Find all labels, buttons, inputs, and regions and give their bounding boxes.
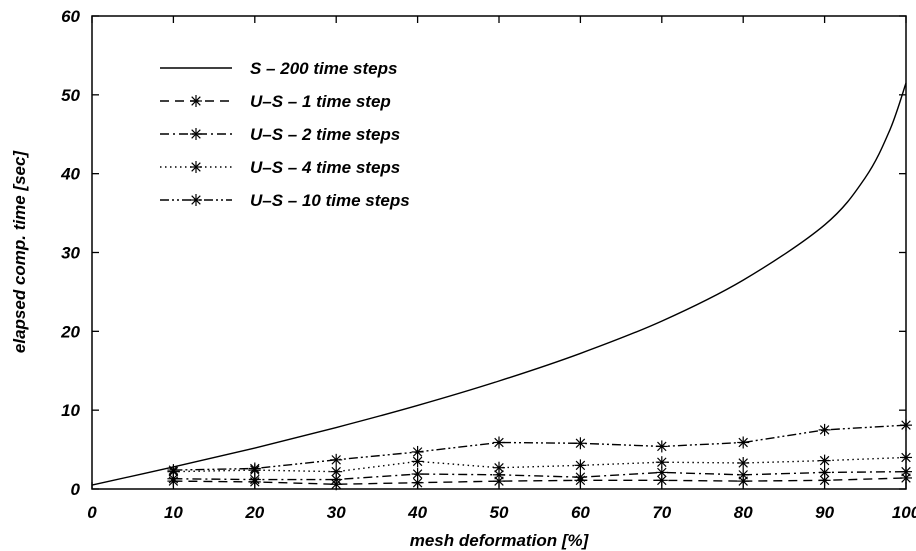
- x-tick-label: 80: [734, 503, 753, 522]
- legend-label: U–S – 4 time steps: [250, 158, 400, 177]
- x-tick-label: 60: [571, 503, 590, 522]
- star-marker: [574, 471, 587, 484]
- star-marker: [411, 445, 424, 458]
- star-marker: [167, 472, 180, 485]
- legend-item: S – 200 time steps: [160, 59, 397, 78]
- x-tick-label: 50: [490, 503, 509, 522]
- x-tick-label: 40: [407, 503, 427, 522]
- y-tick-label: 0: [71, 480, 81, 499]
- star-marker: [248, 462, 261, 475]
- x-tick-label: 70: [652, 503, 671, 522]
- x-tick-label: 0: [87, 503, 97, 522]
- star-marker: [818, 466, 831, 479]
- star-marker: [190, 128, 202, 140]
- x-tick-label: 30: [327, 503, 346, 522]
- plot-area-frame: [91, 15, 907, 490]
- legend-label: U–S – 1 time step: [250, 92, 391, 111]
- y-tick-label: 20: [60, 322, 80, 341]
- y-tick-label: 60: [61, 7, 80, 26]
- series-line: [173, 456, 907, 473]
- star-marker: [190, 194, 202, 206]
- series-1: [91, 82, 907, 486]
- y-tick-label: 30: [61, 244, 80, 263]
- y-tick-label: 10: [61, 401, 80, 420]
- star-marker: [493, 436, 505, 449]
- legend-item: U–S – 1 time step: [160, 92, 391, 111]
- axis-tick-labels: 0 10 20 30 40 50 60 70 80 90 100 0 10 20 30 40 50 60: [60, 7, 916, 522]
- x-tick-label: 10: [164, 503, 183, 522]
- star-marker: [330, 453, 343, 466]
- y-axis-label: elapsed comp. time [sec]: [10, 150, 29, 354]
- x-axis-label: mesh deformation [%]: [410, 531, 590, 550]
- star-marker: [655, 440, 668, 453]
- star-marker: [737, 456, 750, 469]
- axis-ticks: [91, 15, 907, 490]
- star-marker: [167, 464, 180, 477]
- y-tick-label: 40: [60, 165, 80, 184]
- series-line: [91, 82, 907, 486]
- star-marker: [900, 419, 912, 432]
- star-marker: [190, 95, 202, 107]
- star-marker: [493, 461, 505, 474]
- series-5: [167, 419, 912, 477]
- x-tick-label: 100: [892, 503, 916, 522]
- x-tick-label: 20: [244, 503, 264, 522]
- star-marker: [737, 436, 750, 449]
- y-tick-label: 50: [61, 86, 80, 105]
- star-marker: [655, 466, 668, 479]
- x-tick-label: 90: [815, 503, 834, 522]
- star-marker: [574, 459, 587, 472]
- legend-item: U–S – 4 time steps: [160, 158, 400, 177]
- series-line: [173, 424, 907, 471]
- series-line: [173, 477, 907, 485]
- star-marker: [655, 456, 668, 469]
- series-2: [167, 471, 912, 491]
- star-marker: [900, 465, 912, 478]
- legend-item: U–S – 2 time steps: [160, 125, 400, 144]
- legend-item: U–S – 10 time steps: [160, 191, 410, 210]
- series-line: [173, 470, 907, 481]
- star-marker: [737, 468, 750, 481]
- series-layer: [91, 82, 912, 491]
- star-marker: [411, 468, 424, 481]
- star-marker: [411, 476, 424, 489]
- star-marker: [190, 161, 202, 173]
- legend-label: U–S – 10 time steps: [250, 191, 410, 210]
- star-marker: [330, 465, 343, 478]
- star-marker: [574, 437, 587, 450]
- legend-label: S – 200 time steps: [250, 59, 397, 78]
- legend: S – 200 time steps U–S – 1 time step U–S –…: [160, 59, 410, 210]
- legend-label: U–S – 2 time steps: [250, 125, 400, 144]
- star-marker: [900, 451, 912, 464]
- star-marker: [818, 423, 831, 436]
- star-marker: [818, 454, 831, 467]
